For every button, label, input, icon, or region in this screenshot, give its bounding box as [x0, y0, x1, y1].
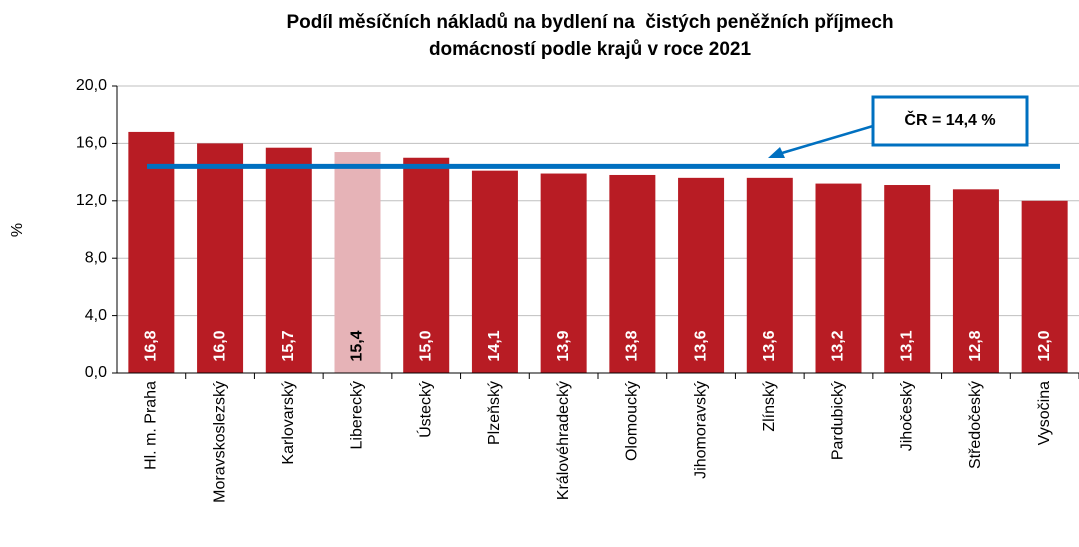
- y-tick-label: 0,0: [85, 364, 107, 381]
- data-label: 14,1: [486, 330, 503, 361]
- data-label: 12,8: [967, 330, 984, 361]
- y-tick-label: 4,0: [85, 307, 107, 324]
- x-tick-label: Královéhradecký: [555, 381, 572, 500]
- bar: [265, 147, 312, 373]
- bar: [678, 177, 725, 373]
- data-label: 12,0: [1036, 330, 1053, 361]
- x-tick-label: Hl. m. Praha: [143, 381, 160, 470]
- data-label: 15,0: [417, 330, 434, 361]
- x-tick-label: Vysočina: [1036, 381, 1053, 445]
- bar: [471, 170, 518, 373]
- x-tick-label: Liberecký: [349, 381, 366, 449]
- data-label: 13,6: [692, 330, 709, 361]
- x-tick-label: Karlovarský: [280, 381, 297, 465]
- data-label: 15,7: [280, 330, 297, 361]
- bar: [540, 173, 587, 373]
- chart-title: Podíl měsíčních nákladů na bydlení na či…: [286, 12, 893, 33]
- x-tick-label: Plzeňský: [486, 381, 503, 445]
- annotation-box: [871, 95, 1029, 147]
- arrow-head: [768, 147, 785, 158]
- bar: [128, 131, 175, 373]
- data-label: 13,6: [761, 330, 778, 361]
- y-axis-label: %: [9, 223, 26, 237]
- bar: [1021, 200, 1068, 373]
- data-label: 13,9: [555, 330, 572, 361]
- annotation-arrow: [781, 124, 874, 155]
- x-tick-label: Olomoucký: [624, 381, 641, 461]
- data-label: 13,8: [624, 330, 641, 361]
- annotation: ČR = 14,4 %: [904, 110, 995, 129]
- bar: [197, 143, 244, 373]
- x-tick-label: Pardubický: [830, 381, 847, 460]
- data-label: 13,2: [830, 330, 847, 361]
- x-tick-label: Středočeský: [967, 381, 984, 469]
- x-tick-label: Moravskoslezský: [211, 381, 228, 503]
- y-tick-label: 8,0: [85, 249, 107, 266]
- bar: [884, 185, 931, 373]
- bar: [815, 183, 862, 373]
- x-tick-label: Ústecký: [415, 381, 434, 438]
- x-tick-label: Jihočeský: [898, 381, 915, 451]
- bar: [334, 152, 381, 373]
- bar: [609, 174, 656, 373]
- x-tick-label: Jihomoravský: [692, 381, 709, 479]
- x-tick-label: Zlínský: [761, 381, 778, 432]
- bar: [403, 157, 450, 373]
- data-label: 15,4: [349, 330, 366, 361]
- data-label: 13,1: [898, 330, 915, 361]
- y-tick-label: 20,0: [76, 77, 107, 94]
- data-label: 16,8: [143, 330, 160, 361]
- y-tick-label: 12,0: [76, 192, 107, 209]
- bar: [952, 189, 999, 373]
- bar: [746, 177, 793, 373]
- data-label: 16,0: [211, 330, 228, 361]
- chart-title: domácností podle krajů v roce 2021: [429, 39, 751, 60]
- y-tick-label: 16,0: [76, 135, 107, 152]
